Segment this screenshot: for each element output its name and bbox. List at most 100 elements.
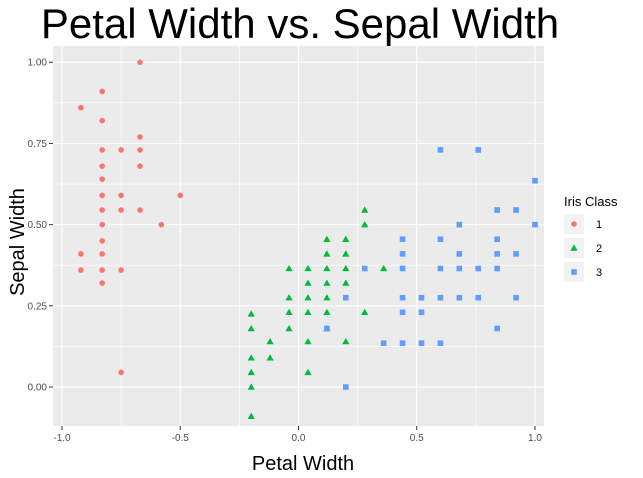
data-point-class-2 <box>304 264 312 272</box>
data-point-class-3 <box>324 325 330 332</box>
data-point-class-3 <box>532 177 538 184</box>
data-point-class-3 <box>418 309 425 316</box>
legend: Iris Class 1 2 3 <box>564 194 618 282</box>
x-tick-label: 0.0 <box>292 433 306 444</box>
legend-key-circle-icon <box>571 221 577 227</box>
data-point-class-2 <box>285 308 293 316</box>
data-point-class-3 <box>494 251 500 257</box>
data-point-class-1 <box>158 221 165 228</box>
data-point-class-2 <box>323 235 331 242</box>
data-point-class-2 <box>247 383 255 390</box>
y-tick-label: 0.00 <box>28 383 48 394</box>
data-point-class-2 <box>247 412 255 419</box>
data-point-class-1 <box>137 163 143 169</box>
y-tick-label: 0.25 <box>28 301 48 312</box>
data-point-class-1 <box>137 147 143 153</box>
data-point-class-3 <box>399 309 406 316</box>
data-point-class-3 <box>437 340 444 346</box>
data-point-class-3 <box>399 236 406 243</box>
data-point-class-3 <box>437 236 444 243</box>
data-point-class-3 <box>418 294 425 301</box>
data-point-class-2 <box>342 264 350 272</box>
data-point-class-2 <box>342 337 350 345</box>
legend-label-class-2: 2 <box>596 243 602 255</box>
data-point-class-3 <box>456 294 463 301</box>
data-point-class-1 <box>78 251 84 257</box>
data-point-class-1 <box>99 207 106 213</box>
data-point-class-3 <box>475 294 482 301</box>
data-point-class-3 <box>437 265 444 272</box>
legend-label-class-1: 1 <box>596 219 602 231</box>
data-point-class-3 <box>532 221 538 228</box>
data-point-class-3 <box>494 207 500 213</box>
data-point-class-2 <box>304 279 312 286</box>
data-point-class-1 <box>137 134 143 140</box>
data-point-class-1 <box>99 280 106 286</box>
y-tick-label: 0.50 <box>28 220 48 231</box>
data-point-class-1 <box>99 267 106 273</box>
data-point-class-1 <box>99 192 106 199</box>
data-point-class-3 <box>475 147 482 153</box>
data-point-class-2 <box>285 294 293 301</box>
data-point-class-2 <box>266 354 274 361</box>
data-point-class-2 <box>380 264 388 272</box>
data-point-class-2 <box>342 250 350 257</box>
data-point-class-1 <box>118 192 124 199</box>
data-point-class-3 <box>437 147 444 153</box>
data-point-class-3 <box>456 251 463 257</box>
data-point-class-1 <box>99 88 106 95</box>
data-point-class-3 <box>418 340 425 346</box>
data-point-class-1 <box>137 207 143 213</box>
data-point-class-3 <box>399 340 406 346</box>
data-point-class-2 <box>285 324 293 332</box>
x-tick-label: -0.5 <box>172 433 190 444</box>
data-point-class-3 <box>494 236 500 243</box>
data-point-class-3 <box>494 325 500 332</box>
legend-key-triangle-icon <box>570 244 578 251</box>
data-point-class-1 <box>177 192 184 199</box>
data-point-class-2 <box>323 250 331 257</box>
data-point-class-1 <box>99 238 106 244</box>
data-point-class-2 <box>323 279 331 286</box>
data-point-class-1 <box>118 147 124 153</box>
x-tick-label: 0.5 <box>410 433 424 444</box>
data-point-class-2 <box>266 337 274 345</box>
data-point-class-2 <box>247 324 255 332</box>
data-point-class-2 <box>361 308 369 316</box>
data-point-class-1 <box>99 163 106 169</box>
data-point-class-3 <box>456 265 463 272</box>
data-point-class-1 <box>99 251 106 257</box>
x-tick-label: 1.0 <box>528 433 542 444</box>
data-point-class-1 <box>137 59 143 66</box>
data-point-class-3 <box>456 221 463 228</box>
data-point-class-2 <box>304 294 312 301</box>
data-point-class-3 <box>380 340 387 346</box>
data-point-class-1 <box>99 117 106 124</box>
y-tick-label: 1.00 <box>28 58 48 69</box>
data-point-class-1 <box>118 207 124 213</box>
data-point-class-3 <box>513 207 519 213</box>
data-point-class-2 <box>247 354 255 361</box>
data-point-class-1 <box>118 369 124 376</box>
data-point-class-2 <box>247 368 255 376</box>
y-tick-label: 0.75 <box>28 139 48 150</box>
data-point-class-1 <box>78 267 84 273</box>
data-point-class-2 <box>361 206 369 213</box>
data-point-class-2 <box>304 308 312 316</box>
legend-label-class-3: 3 <box>596 267 602 279</box>
y-axis-title: Sepal Width <box>7 188 29 296</box>
data-point-class-2 <box>285 264 293 272</box>
x-tick-label: -1.0 <box>53 433 71 444</box>
data-point-class-2 <box>247 310 255 317</box>
legend-key-square-icon <box>571 269 577 275</box>
data-point-class-2 <box>342 279 350 286</box>
data-point-class-3 <box>343 294 349 301</box>
data-point-class-1 <box>118 267 124 273</box>
data-point-class-2 <box>323 294 331 301</box>
data-point-class-1 <box>99 221 106 228</box>
legend-title: Iris Class <box>564 194 618 209</box>
data-point-class-2 <box>304 368 312 376</box>
data-point-class-3 <box>513 251 519 257</box>
plot-area: -1.0 -0.5 0.0 0.5 1.0 0.00 0.25 0.50 0.75 1.00 <box>28 46 544 444</box>
